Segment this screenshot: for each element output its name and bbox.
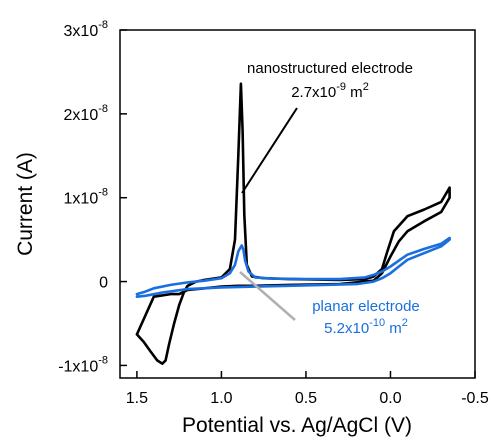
- planar-pointer-line: [239, 271, 296, 321]
- x-axis-ticks: 1.5 1.0 0.5 0.0 -0.5: [126, 371, 489, 407]
- y-tick-label: 0: [99, 275, 108, 292]
- planar-annotation-label: planar electrode: [312, 298, 420, 315]
- y-tick-label: -1x10-8: [58, 354, 108, 375]
- planar-area-unit-exp: 2: [402, 317, 408, 329]
- x-axis-title: Potential vs. Ag/AgCl (V): [182, 414, 412, 437]
- data-series: [135, 82, 451, 365]
- x-tick-label: 1.0: [210, 390, 232, 407]
- x-tick-label: 0.0: [379, 390, 401, 407]
- x-tick-label: 1.5: [126, 390, 148, 407]
- x-tick-label: 0.5: [295, 390, 317, 407]
- nano-area-exp: -9: [336, 81, 346, 93]
- planar-area-exp: -10: [369, 317, 385, 329]
- planar-annotation-area: 5.2x10-10 m2: [324, 317, 408, 337]
- nano-annotation-label: nanostructured electrode: [247, 60, 413, 77]
- nano-area-unit: m: [346, 84, 363, 101]
- planar-area-base: 5.2x10: [324, 320, 369, 337]
- series-line-planar: [135, 236, 451, 298]
- y-tick-label: 2x10-8: [64, 103, 108, 124]
- plot-frame: [119, 29, 476, 379]
- planar-area-unit: m: [385, 320, 402, 337]
- x-tick-label: -0.5: [461, 390, 489, 407]
- y-axis-title: Current (A): [14, 152, 37, 256]
- y-axis-ticks: -1x10-8 0 1x10-8 2x10-8 3x10-8: [58, 19, 127, 375]
- nano-annotation-area: 2.7x10-9 m2: [291, 81, 369, 101]
- nano-pointer-line: [241, 107, 298, 194]
- nano-area-base: 2.7x10: [291, 84, 336, 101]
- nano-area-unit-exp: 2: [363, 81, 369, 93]
- y-tick-label: 3x10-8: [64, 19, 108, 40]
- y-tick-label: 1x10-8: [64, 187, 108, 208]
